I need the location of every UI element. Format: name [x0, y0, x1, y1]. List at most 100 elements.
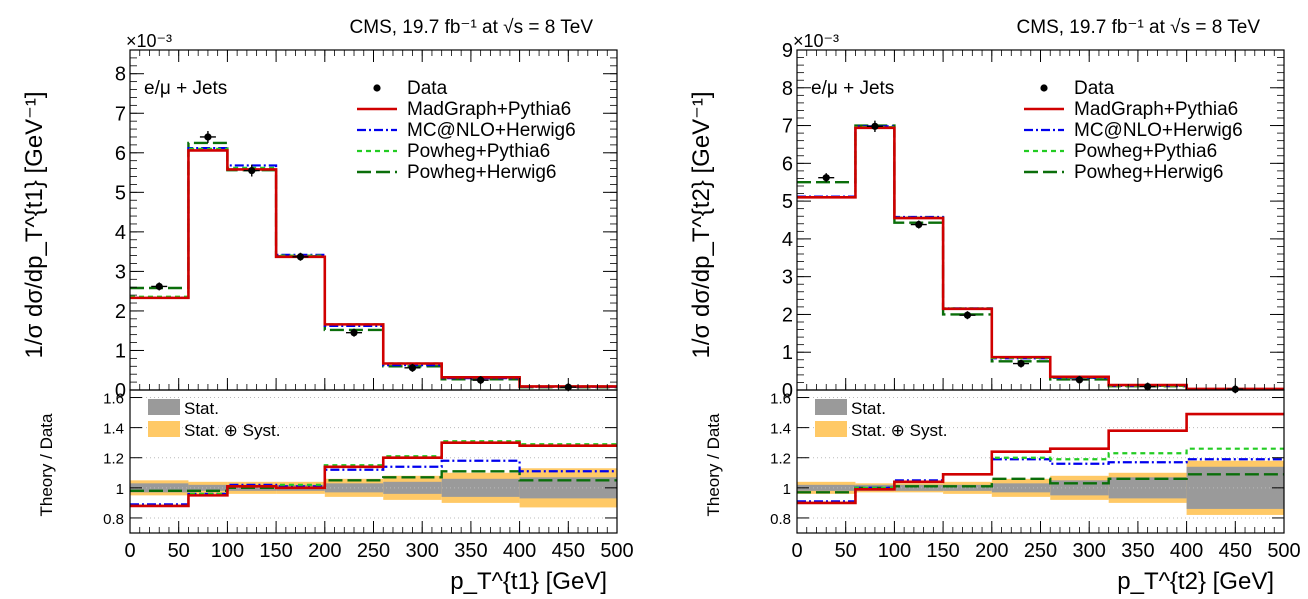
panel-left-ytick-label: 8: [115, 64, 126, 86]
panel-right-ytick-label: 3: [782, 267, 793, 289]
panel-right-data-point: [963, 311, 972, 319]
panel-right-header: CMS, 19.7 fb⁻¹ at √s = 8 TeV: [1017, 17, 1261, 38]
panel-right-ratio-line-powheg-herwig: [797, 473, 1284, 494]
panel-right-legend-stat-swatch: [815, 399, 847, 415]
panel-left-ylabel: 1/σ dσ/dp_T^{t1} [GeV⁻¹]: [21, 91, 48, 358]
panel-left-legend-label-powheg-herwig: Powheg+Herwig6: [407, 162, 556, 183]
panel-left-ratio-line-madgraph: [130, 441, 617, 508]
panel-left-ytick-label: 1: [115, 340, 126, 362]
panel-left-xtick-label: 450: [552, 540, 585, 562]
panel-right-data-point: [822, 174, 830, 182]
panel-right-legend: DataMadGraph+Pythia6MC@NLO+Herwig6Powheg…: [1024, 78, 1243, 183]
panel-left-uncertainty-bands: [130, 468, 617, 508]
panel-right-xtick-label: 0: [791, 540, 802, 562]
panel-right-ratio-legend: Stat. Stat. ⊕ Syst.: [815, 399, 947, 440]
panel-right-xtick-label: 200: [975, 540, 1008, 562]
panel-left-xtick-label: 300: [406, 540, 439, 562]
panel-right-stat-band-bin: [943, 484, 992, 491]
panel-right-ratio-ytick-label: 1.2: [770, 451, 791, 468]
panel-right-xlabel: p_T^{t2} [GeV]: [1117, 568, 1274, 595]
panel-left-legend-label-mcatnlo: MC@NLO+Herwig6: [407, 120, 576, 141]
panel-left-legend-stat-swatch: [148, 399, 180, 415]
panel-left-stat-band-bin: [188, 484, 228, 491]
panel-left-ratio-ytick-label: 1.2: [103, 451, 124, 468]
panel-right-ratio-line-powheg-pythia: [797, 447, 1284, 504]
panel-left-stat-band-bin: [441, 478, 520, 497]
panel-left-data-point: [155, 282, 163, 291]
panel-left-legend-syst-label: Stat. ⊕ Syst.: [184, 421, 280, 440]
panel-left-stat-band-bin: [383, 481, 442, 494]
panel-right-xtick-label: 300: [1073, 540, 1106, 562]
panel-left-data-point: [477, 376, 485, 384]
panel-right-ytick-label: 1: [782, 342, 793, 364]
panel-right-legend-syst-label: Stat. ⊕ Syst.: [851, 421, 947, 440]
panel-right-stat-band-bin: [1108, 477, 1187, 499]
panel-left-channel-label: e/μ + Jets: [144, 78, 227, 99]
panel-left-data-point: [296, 253, 305, 261]
panel-right-legend-stat-label: Stat.: [851, 399, 886, 418]
panel-right-xtick-label: 100: [878, 540, 911, 562]
panel-left-legend-stat-label: Stat.: [184, 399, 219, 418]
panel-left-ratio-ytick-label: 1.6: [103, 391, 124, 408]
panel-right-channel-label: e/μ + Jets: [811, 78, 894, 99]
panel-left-xtick-label: 250: [357, 540, 390, 562]
panel-left-ratio-ytick-label: 1: [116, 481, 124, 498]
panel-left-stat-band-bin: [519, 477, 617, 499]
panel-right-legend-data-marker: [1040, 84, 1048, 92]
panel-left-data-point: [408, 364, 417, 372]
panel-left-header: CMS, 19.7 fb⁻¹ at √s = 8 TeV: [350, 17, 594, 38]
panel-right-legend-label-powheg-pythia: Powheg+Pythia6: [1074, 141, 1217, 162]
panel-right-exponent-label: ×10⁻³: [793, 31, 839, 51]
panel-left-xlabel: p_T^{t1} [GeV]: [450, 568, 607, 595]
panel-right-legend-label-powheg-herwig: Powheg+Herwig6: [1074, 162, 1223, 183]
panel-left-line-powheg-pythia: [130, 147, 617, 388]
panel-left-ratio-ytick-label: 0.8: [103, 511, 124, 528]
panel-right-ratio-ytick-label: 0.8: [770, 511, 791, 528]
panel-right-ratio-ytick-label: 1.4: [770, 421, 791, 438]
panel-left-xtick-label: 500: [600, 540, 633, 562]
panel-right-data-point: [871, 122, 879, 130]
panel-right-ytick-label: 8: [782, 78, 793, 100]
panel-right-ratio-ylabel: Theory / Data: [704, 413, 723, 517]
panel-left-xtick-label: 200: [308, 540, 341, 562]
panel-left-xtick-label: 0: [124, 540, 135, 562]
panel-right-xtick-label: 500: [1267, 540, 1300, 562]
panel-right-legend-data-label: Data: [1074, 78, 1115, 99]
panel-left-xtick-label: 50: [168, 540, 190, 562]
panel-right-ytick-label: 5: [782, 191, 793, 213]
panel-right-ylabel: 1/σ dσ/dp_T^{t2} [GeV⁻¹]: [688, 91, 715, 358]
panel-right-legend-syst-swatch: [815, 421, 847, 437]
panel-right-ratio-line-madgraph: [797, 412, 1284, 505]
panel-right-ytick-label: 0: [782, 380, 793, 402]
panel-left-ytick-label: 2: [115, 301, 126, 323]
panel-right-ytick-label: 6: [782, 153, 793, 175]
panel-left-ratio-ylabel: Theory / Data: [37, 413, 56, 517]
panel-left-ratio-legend: Stat. Stat. ⊕ Syst.: [148, 399, 280, 440]
panel-left-data-point: [204, 133, 212, 141]
panel-left-exponent-label: ×10⁻³: [126, 31, 172, 51]
panel-left-legend-data-label: Data: [407, 78, 448, 99]
panel-left-stat-band-bin: [130, 483, 189, 493]
panel-left-ytick-label: 4: [115, 222, 126, 244]
panel-right-ytick-label: 2: [782, 304, 793, 326]
panel-left-ytick-label: 0: [115, 380, 126, 402]
panel-left-ytick-label: 6: [115, 143, 126, 165]
panel-left-ytick-label: 3: [115, 261, 126, 283]
panel-right-xtick-label: 250: [1024, 540, 1057, 562]
panel-right-xtick-label: 400: [1170, 540, 1203, 562]
panel-left-legend-data-marker: [373, 84, 381, 92]
panel-right-legend-label-madgraph: MadGraph+Pythia6: [1074, 99, 1238, 120]
panel-left-legend-label-madgraph: MadGraph+Pythia6: [407, 99, 571, 120]
panel-right-xtick-label: 150: [926, 540, 959, 562]
panel-right-ytick-label: 7: [782, 116, 793, 138]
panel-left-xtick-label: 100: [211, 540, 244, 562]
panel-right-data-point: [1017, 359, 1025, 368]
panel-right-stat-band-bin: [894, 484, 944, 491]
panel-left-ytick-label: 5: [115, 182, 126, 204]
panel-right: CMS, 19.7 fb⁻¹ at √s = 8 TeV 0 1 2 3 4 5 6 7 8 9 0.…: [688, 17, 1301, 595]
panel-right-legend-label-mcatnlo: MC@NLO+Herwig6: [1074, 120, 1243, 141]
panel-right-xtick-label: 50: [835, 540, 857, 562]
panel-left-xtick-label: 150: [259, 540, 292, 562]
panel-left-ytick-label: 7: [115, 103, 126, 125]
